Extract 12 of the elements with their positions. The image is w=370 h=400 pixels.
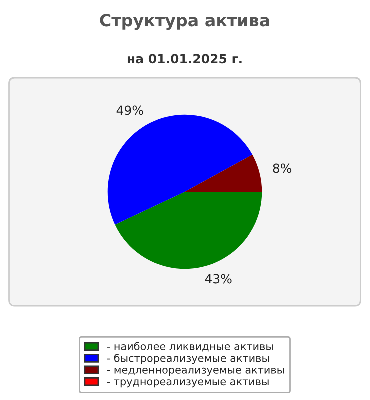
- chart-subtitle: на 01.01.2025 г.: [128, 54, 242, 64]
- pie-slice: [185, 154, 262, 192]
- legend-label: - наиболее ликвидные активы: [107, 342, 273, 352]
- legend-label: - быстрореализуемые активы: [107, 354, 270, 364]
- data-label: 43%: [205, 274, 232, 284]
- data-label: 8%: [273, 164, 292, 174]
- data-label: 49%: [116, 106, 144, 116]
- pie-slice: [115, 192, 262, 270]
- legend-label: - медленнореализуемые активы: [107, 368, 284, 376]
- chart-title: Структура актива: [100, 14, 270, 30]
- pie-slice: [108, 114, 253, 225]
- legend-label: - труднореализуемые активы: [107, 380, 269, 388]
